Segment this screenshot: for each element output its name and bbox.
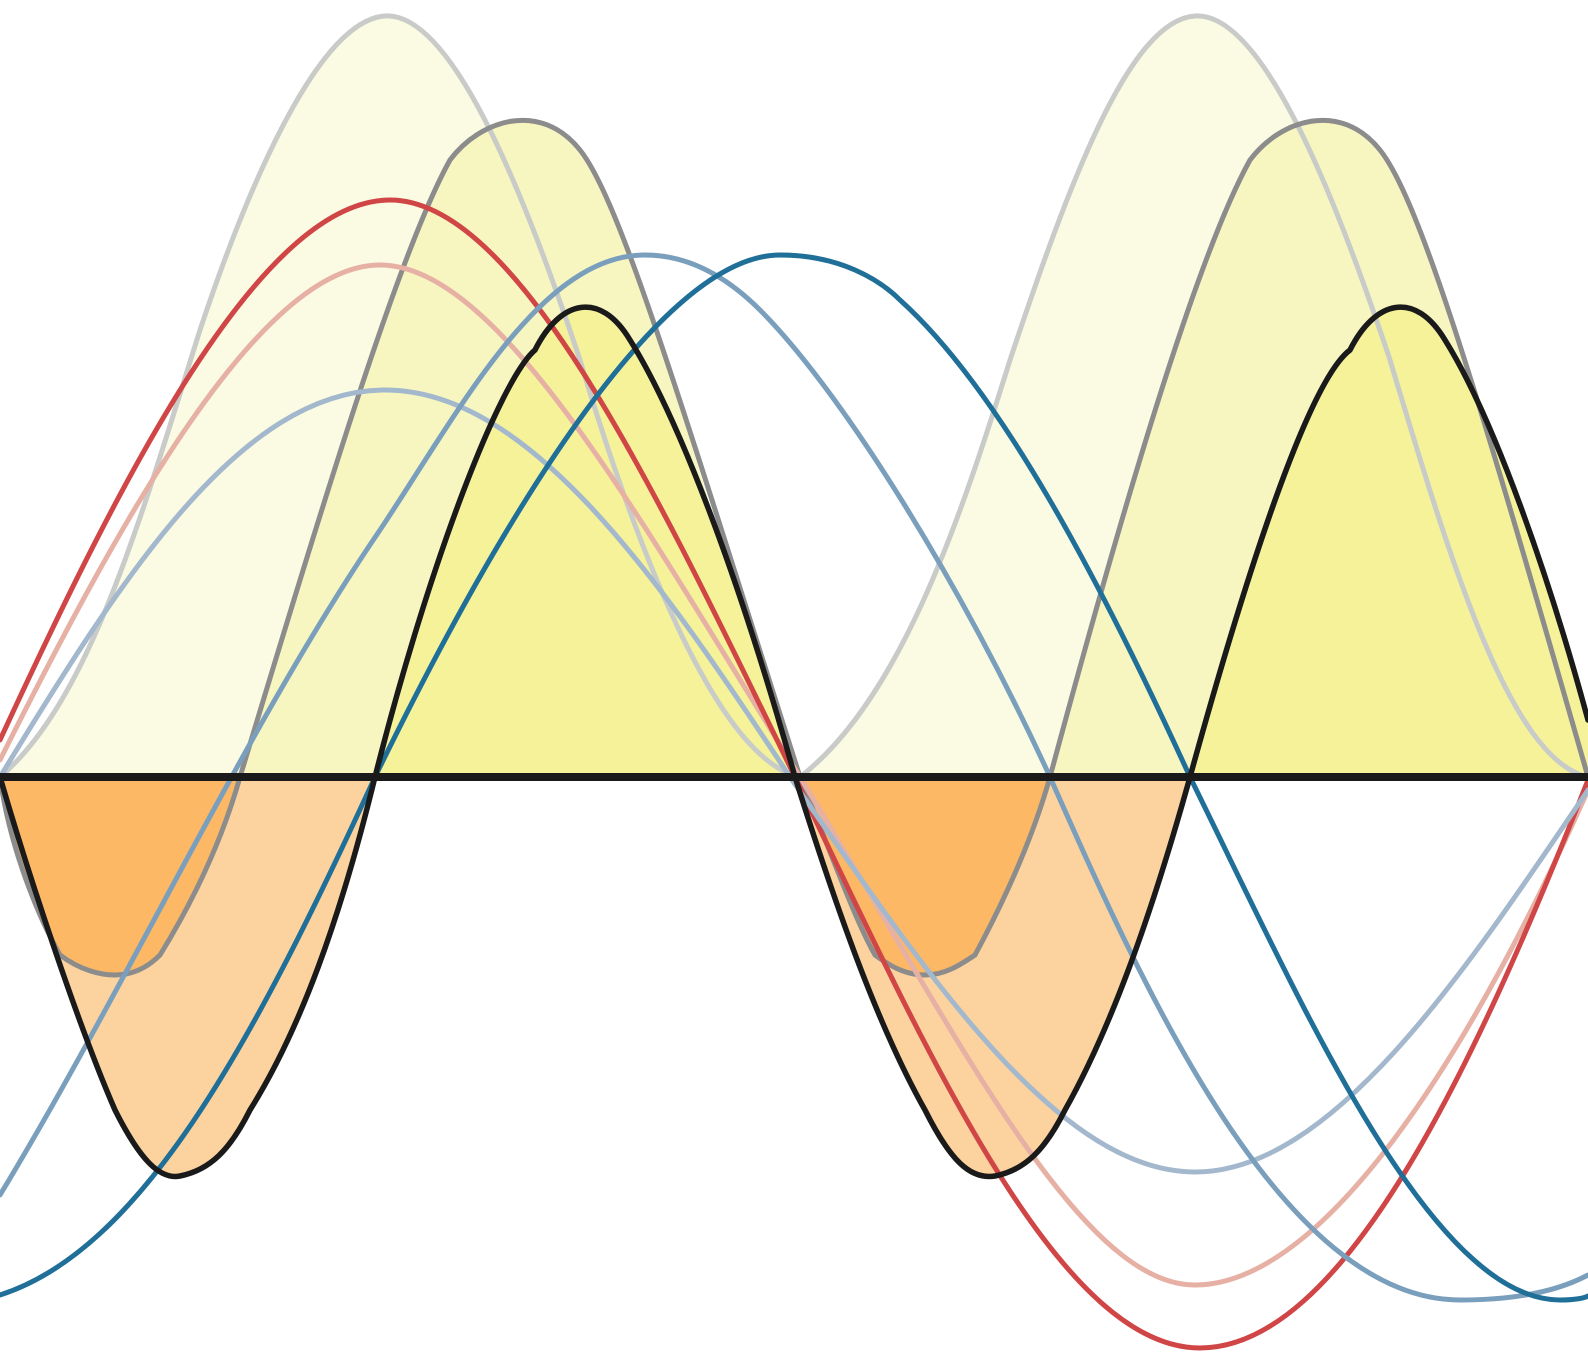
curve-blue-dark bbox=[0, 252, 1588, 1303]
positive-fill-dark-2 bbox=[1190, 307, 1588, 777]
negative-fill-dark-1 bbox=[0, 777, 240, 975]
curve-blue-mid bbox=[0, 252, 1588, 1303]
positive-fill-dark-1 bbox=[375, 307, 795, 777]
